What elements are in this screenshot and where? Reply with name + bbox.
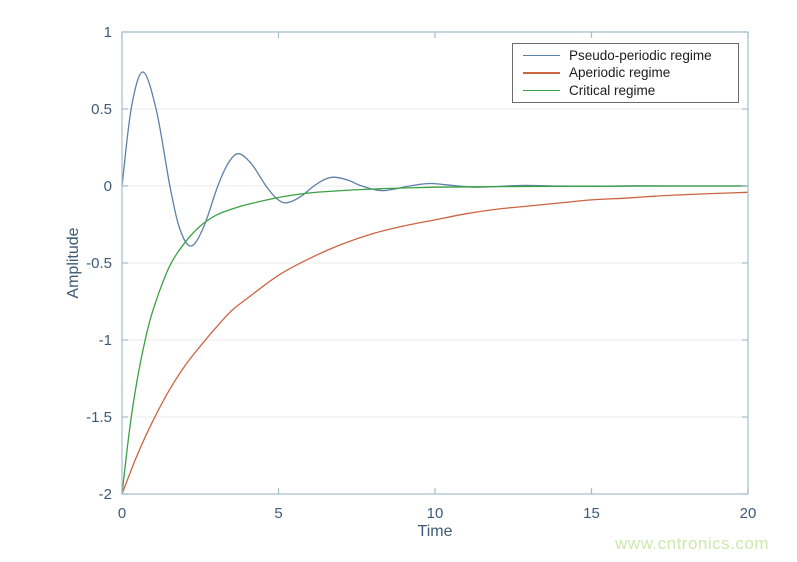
legend-line-sample — [523, 89, 560, 92]
legend-label: Pseudo-periodic regime — [569, 47, 712, 63]
legend-label: Critical regime — [569, 82, 656, 98]
legend-line-sample — [523, 54, 560, 57]
legend-line-sample — [523, 72, 560, 74]
x-axis-label: Time — [417, 523, 453, 540]
legend-label: Aperiodic regime — [569, 65, 671, 81]
series-line-aperiodic-regime — [121, 191, 749, 495]
watermark: www.cntronics.com — [615, 534, 769, 553]
legend-item: Pseudo-periodic regime — [513, 49, 738, 63]
y-tick-label: -2 — [99, 486, 112, 503]
y-tick-label: 0 — [104, 178, 112, 195]
y-tick-label: -1 — [99, 332, 112, 349]
x-tick-label: 5 — [274, 505, 282, 522]
legend-item: Aperiodic regime — [513, 66, 738, 80]
y-tick-label: -0.5 — [86, 255, 112, 272]
series-line-pseudo-periodic-regime — [121, 71, 748, 247]
legend: Pseudo-periodic regime Aperiodic regime … — [512, 43, 739, 103]
legend-item: Critical regime — [513, 84, 738, 98]
x-tick-label: 15 — [583, 505, 600, 522]
x-tick-label: 20 — [740, 505, 757, 522]
y-tick-label: -1.5 — [86, 409, 112, 426]
x-tick-label: 10 — [427, 505, 444, 522]
y-tick-label: 0.5 — [91, 101, 112, 118]
series-line-critical-regime — [121, 185, 748, 495]
x-tick-label: 0 — [118, 505, 126, 522]
y-axis-label: Amplitude — [65, 227, 82, 299]
y-tick-label: 1 — [104, 24, 112, 41]
